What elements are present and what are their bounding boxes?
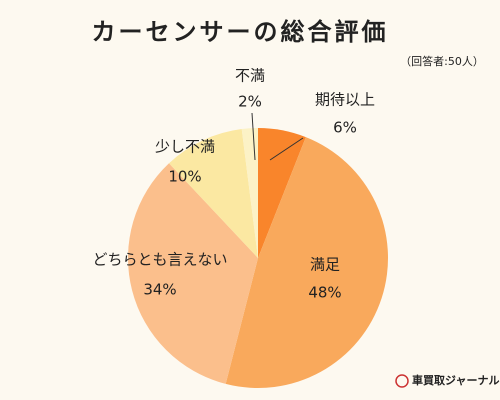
slice-label: 期待以上: [315, 91, 375, 109]
pie-slice: [128, 163, 258, 384]
value-label: 2%: [238, 93, 262, 111]
logo-icon: [395, 374, 409, 388]
chart-title: カーセンサーの総合評価: [92, 18, 389, 46]
slice-label: 少し不満: [155, 138, 215, 156]
pie-slice: [225, 137, 388, 388]
slice-label: どちらとも言えない: [92, 251, 227, 269]
value-label: 10%: [168, 168, 201, 186]
chart-subtitle: （回答者:50人）: [400, 54, 484, 68]
value-label: 34%: [143, 281, 176, 299]
value-label: 6%: [333, 119, 357, 137]
value-label: 48%: [308, 284, 341, 302]
leader-line: [269, 137, 304, 161]
leader-line: [251, 112, 256, 161]
slice-label: 不満: [235, 67, 265, 85]
pie-slice: [169, 129, 258, 258]
source-logo: 車買取ジャーナル: [412, 373, 499, 387]
pie-slice: [258, 128, 306, 258]
pie-slice: [241, 128, 258, 258]
slice-label: 満足: [310, 256, 340, 274]
pie: [128, 128, 388, 388]
